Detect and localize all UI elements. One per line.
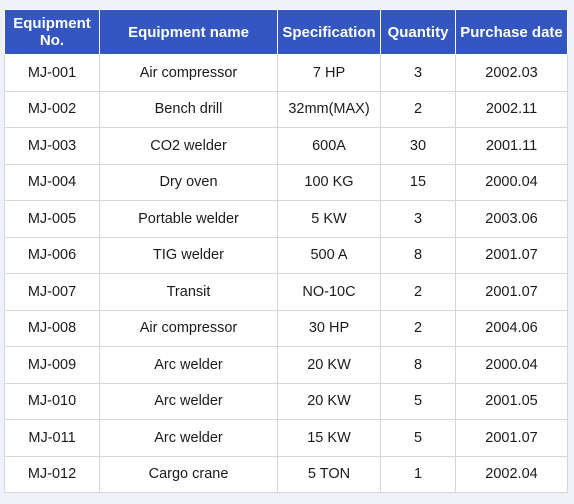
table-row: MJ-010 Arc welder 20 KW 5 2001.05 (4, 382, 568, 420)
cell-specification: 30 HP (277, 309, 381, 347)
cell-purchase-date: 2001.05 (455, 382, 568, 420)
equipment-table: Equipment No. Equipment name Specificati… (4, 9, 568, 493)
table-row: MJ-002 Bench drill 32mm(MAX) 2 2002.11 (4, 90, 568, 128)
cell-quantity: 3 (380, 54, 456, 92)
cell-equipment-no: MJ-009 (4, 346, 100, 384)
cell-equipment-name: CO2 welder (99, 127, 278, 165)
cell-equipment-name: Bench drill (99, 90, 278, 128)
cell-quantity: 30 (380, 127, 456, 165)
cell-equipment-no: MJ-001 (4, 54, 100, 92)
table-row: MJ-001 Air compressor 7 HP 3 2002.03 (4, 54, 568, 92)
cell-equipment-no: MJ-010 (4, 382, 100, 420)
cell-equipment-no: MJ-006 (4, 236, 100, 274)
cell-purchase-date: 2002.11 (455, 90, 568, 128)
cell-equipment-no: MJ-012 (4, 455, 100, 493)
cell-purchase-date: 2001.07 (455, 236, 568, 274)
cell-purchase-date: 2001.11 (455, 127, 568, 165)
cell-equipment-no: MJ-003 (4, 127, 100, 165)
header-equipment-no: Equipment No. (4, 9, 100, 55)
cell-purchase-date: 2003.06 (455, 200, 568, 238)
cell-equipment-no: MJ-008 (4, 309, 100, 347)
cell-specification: 100 KG (277, 163, 381, 201)
cell-purchase-date: 2002.03 (455, 54, 568, 92)
cell-purchase-date: 2002.04 (455, 455, 568, 493)
cell-quantity: 3 (380, 200, 456, 238)
cell-equipment-name: Air compressor (99, 54, 278, 92)
cell-equipment-no: MJ-011 (4, 419, 100, 457)
cell-quantity: 1 (380, 455, 456, 493)
cell-specification: 600A (277, 127, 381, 165)
cell-equipment-name: Air compressor (99, 309, 278, 347)
header-row: Equipment No. Equipment name Specificati… (4, 9, 568, 55)
cell-specification: 20 KW (277, 382, 381, 420)
cell-quantity: 2 (380, 90, 456, 128)
table-row: MJ-011 Arc welder 15 KW 5 2001.07 (4, 419, 568, 457)
cell-quantity: 2 (380, 273, 456, 311)
cell-specification: NO-10C (277, 273, 381, 311)
table-header: Equipment No. Equipment name Specificati… (4, 9, 568, 55)
cell-quantity: 5 (380, 419, 456, 457)
header-equipment-name: Equipment name (99, 9, 278, 55)
cell-equipment-no: MJ-004 (4, 163, 100, 201)
cell-purchase-date: 2004.06 (455, 309, 568, 347)
cell-quantity: 5 (380, 382, 456, 420)
cell-equipment-name: Portable welder (99, 200, 278, 238)
header-specification: Specification (277, 9, 381, 55)
equipment-table-frame: Equipment No. Equipment name Specificati… (4, 9, 568, 493)
cell-quantity: 8 (380, 346, 456, 384)
cell-equipment-no: MJ-002 (4, 90, 100, 128)
table-body: MJ-001 Air compressor 7 HP 3 2002.03 MJ-002 Be… (4, 54, 568, 493)
cell-equipment-no: MJ-007 (4, 273, 100, 311)
cell-equipment-no: MJ-005 (4, 200, 100, 238)
cell-equipment-name: Arc welder (99, 346, 278, 384)
cell-quantity: 8 (380, 236, 456, 274)
cell-specification: 7 HP (277, 54, 381, 92)
table-row: MJ-007 Transit NO-10C 2 2001.07 (4, 273, 568, 311)
table-row: MJ-012 Cargo crane 5 TON 1 2002.04 (4, 455, 568, 493)
table-row: MJ-003 CO2 welder 600A 30 2001.11 (4, 127, 568, 165)
table-row: MJ-006 TIG welder 500 A 8 2001.07 (4, 236, 568, 274)
cell-equipment-name: Cargo crane (99, 455, 278, 493)
cell-quantity: 15 (380, 163, 456, 201)
table-row: MJ-004 Dry oven 100 KG 15 2000.04 (4, 163, 568, 201)
header-quantity: Quantity (380, 9, 456, 55)
cell-specification: 20 KW (277, 346, 381, 384)
cell-specification: 15 KW (277, 419, 381, 457)
cell-purchase-date: 2000.04 (455, 346, 568, 384)
cell-specification: 5 TON (277, 455, 381, 493)
cell-purchase-date: 2001.07 (455, 273, 568, 311)
table-row: MJ-008 Air compressor 30 HP 2 2004.06 (4, 309, 568, 347)
table-row: MJ-005 Portable welder 5 KW 3 2003.06 (4, 200, 568, 238)
cell-equipment-name: Arc welder (99, 382, 278, 420)
cell-purchase-date: 2000.04 (455, 163, 568, 201)
cell-purchase-date: 2001.07 (455, 419, 568, 457)
cell-equipment-name: Arc welder (99, 419, 278, 457)
cell-equipment-name: Dry oven (99, 163, 278, 201)
cell-equipment-name: Transit (99, 273, 278, 311)
cell-specification: 32mm(MAX) (277, 90, 381, 128)
cell-specification: 500 A (277, 236, 381, 274)
cell-quantity: 2 (380, 309, 456, 347)
header-purchase-date: Purchase date (455, 9, 568, 55)
table-row: MJ-009 Arc welder 20 KW 8 2000.04 (4, 346, 568, 384)
cell-specification: 5 KW (277, 200, 381, 238)
cell-equipment-name: TIG welder (99, 236, 278, 274)
